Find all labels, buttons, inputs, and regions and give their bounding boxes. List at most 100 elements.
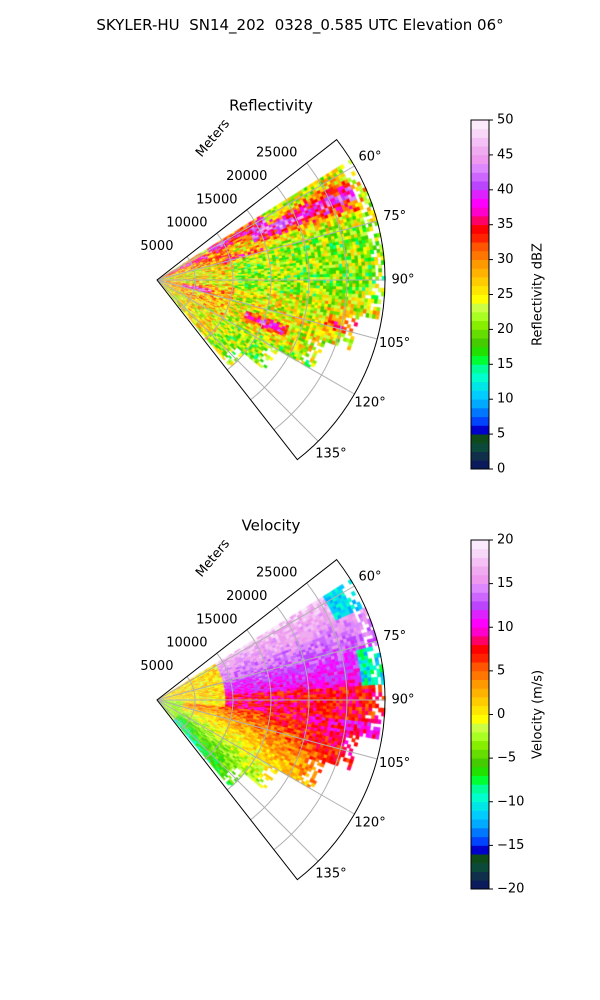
- vel-radial-gridline: [156, 640, 378, 701]
- vel-colorbar-tick-label: 20: [497, 533, 514, 548]
- vel-colorbar-segment: [471, 801, 489, 811]
- vel-colorbar-segment: [471, 854, 489, 864]
- vel-colorbar-segment: [471, 749, 489, 759]
- vel-sector-frame: [156, 558, 386, 881]
- vel-radial-tick-label: 20000: [226, 589, 267, 604]
- vel-colorbar-segment: [471, 758, 489, 768]
- refl-angle-tick-label: 60°: [359, 150, 382, 165]
- vel-colorbar-segment: [471, 740, 489, 750]
- refl-range-ring: [203, 232, 234, 341]
- refl-colorbar-tick-label: 20: [497, 322, 514, 337]
- vel-colorbar-segment: [471, 644, 489, 654]
- vel-colorbar-segment: [471, 609, 489, 619]
- vel-colorbar-segment: [471, 662, 489, 672]
- vel-colorbar-segment: [471, 731, 489, 742]
- vel-range-ring: [273, 582, 348, 851]
- refl-colorbar-segment: [471, 198, 489, 208]
- refl-angle-tick-label: 75°: [383, 209, 406, 224]
- vel-colorbar-segment: [471, 845, 489, 855]
- vel-angle-tick-label: 75°: [383, 629, 406, 644]
- refl-colorbar-segment: [471, 346, 489, 356]
- vel-range-ring: [226, 629, 272, 791]
- vel-radial-tick-label: 10000: [166, 636, 207, 651]
- vel-colorbar-tick-label: 5: [497, 663, 505, 678]
- vel-radial-gridline: [156, 585, 355, 701]
- refl-angle-tick-label: 105°: [379, 336, 410, 351]
- refl-colorbar-segment: [471, 189, 489, 199]
- refl-colorbar-segment: [471, 215, 489, 226]
- refl-colorbar-segment: [471, 224, 489, 234]
- vel-colorbar-segment: [471, 635, 489, 646]
- refl-radial-tick-label: 10000: [166, 216, 207, 231]
- vel-radial-gridline: [156, 699, 378, 760]
- refl-radial-tick-label: 25000: [256, 146, 297, 161]
- vel-colorbar-label: Velocity (m/s): [531, 670, 546, 759]
- refl-colorbar-tick-label: 15: [497, 357, 514, 372]
- refl-colorbar-segment: [471, 311, 489, 322]
- refl-colorbar-segment: [471, 277, 489, 287]
- vel-colorbar-segment: [471, 862, 489, 872]
- vel-colorbar-segment: [471, 540, 489, 550]
- refl-colorbar-segment: [471, 329, 489, 339]
- refl-colorbar-segment: [471, 285, 489, 295]
- refl-colorbar-segment: [471, 242, 489, 252]
- vel-colorbar-segment: [471, 697, 489, 707]
- vel-colorbar-segment: [471, 810, 489, 820]
- refl-colorbar-segment: [471, 425, 489, 435]
- refl-colorbar-segment: [471, 163, 489, 173]
- vel-colorbar-segment: [471, 793, 489, 803]
- refl-colorbar-segment: [471, 233, 489, 243]
- refl-range-ring: [250, 186, 310, 401]
- vel-colorbar-segment: [471, 723, 489, 733]
- vel-colorbar-segment: [471, 670, 489, 680]
- refl-colorbar-segment: [471, 120, 489, 130]
- refl-colorbar-segment: [471, 355, 489, 365]
- vel-colorbar-segment: [471, 784, 489, 794]
- vel-colorbar-segment: [471, 592, 489, 602]
- refl-radial-tick-label: 15000: [196, 192, 237, 207]
- refl-colorbar-label: Reflectivity dBZ: [531, 243, 546, 346]
- refl-radial-tick-label: 5000: [140, 239, 173, 254]
- vel-colorbar-segment: [471, 827, 489, 838]
- refl-colorbar-tick-label: 10: [497, 392, 514, 407]
- vel-radial-tick-label: 25000: [256, 566, 297, 581]
- refl-colorbar-segment: [471, 250, 489, 260]
- vel-angle-tick-label: 105°: [379, 756, 410, 771]
- refl-colorbar-segment: [471, 320, 489, 330]
- refl-colorbar-segment: [471, 399, 489, 409]
- vel-radial-gridline: [156, 699, 355, 815]
- refl-colorbar-tick-label: 30: [497, 252, 514, 267]
- vel-radial-tick-label: 5000: [140, 659, 173, 674]
- refl-colorbar-tick-label: 40: [497, 182, 514, 197]
- refl-colorbar-segment: [471, 407, 489, 418]
- refl-radial-tick-label: 20000: [226, 169, 267, 184]
- refl-colorbar-tick-label: 35: [497, 217, 514, 232]
- vel-range-ring: [180, 676, 196, 731]
- refl-radial-gridline: [156, 220, 378, 281]
- vel-colorbar-segment: [471, 679, 489, 689]
- refl-colorbar-segment: [471, 338, 489, 348]
- vel-colorbar-segment: [471, 574, 489, 585]
- refl-colorbar-segment: [471, 268, 489, 278]
- refl-colorbar-segment: [471, 294, 489, 304]
- vel-colorbar-segment: [471, 627, 489, 637]
- refl-range-ring: [226, 209, 272, 371]
- vel-colorbar-segment: [471, 548, 489, 558]
- vel-angle-tick-label: 60°: [359, 570, 382, 585]
- refl-colorbar-segment: [471, 434, 489, 444]
- vel-angle-tick-label: 90°: [391, 693, 414, 708]
- vel-colorbar-segment: [471, 566, 489, 576]
- refl-colorbar-segment: [471, 259, 489, 269]
- vel-range-ring: [203, 652, 234, 761]
- refl-colorbar-segment: [471, 303, 489, 313]
- refl-colorbar-segment: [471, 146, 489, 156]
- refl-colorbar-segment: [471, 390, 489, 400]
- vel-colorbar-tick-label: −10: [497, 794, 524, 809]
- vel-colorbar-tick-label: 10: [497, 620, 514, 635]
- vel-colorbar-segment: [471, 653, 489, 663]
- vel-colorbar-tick-label: 0: [497, 707, 505, 722]
- refl-colorbar-segment: [471, 364, 489, 374]
- refl-colorbar-segment: [471, 154, 489, 165]
- refl-radial-gridline: [156, 165, 355, 281]
